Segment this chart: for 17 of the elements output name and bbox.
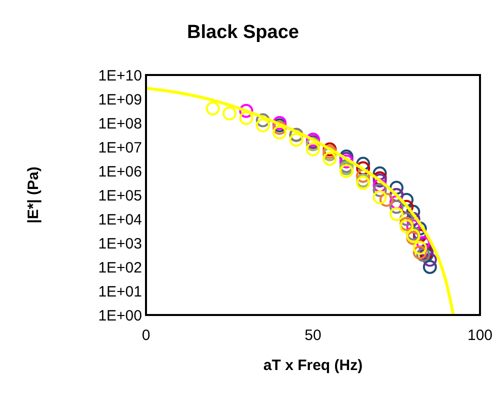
y-axis-title: |E*| (Pa) [25, 166, 42, 224]
y-tick-label: 1E+04 [98, 211, 142, 228]
y-tick-label: 1E+08 [98, 115, 142, 132]
x-tick-label: 50 [304, 327, 322, 344]
chart-title: Black Space [187, 22, 299, 43]
y-tick-label: 1E+09 [98, 91, 142, 108]
y-tick-label: 1E+05 [98, 187, 142, 204]
y-tick-label: 1E+03 [98, 235, 142, 252]
y-tick-label: 1E+00 [98, 307, 142, 324]
y-tick-label: 1E+07 [98, 139, 142, 156]
y-tick-label: 1E+01 [98, 283, 142, 300]
y-tick-label: 1E+10 [98, 67, 142, 84]
x-tick-label: 100 [467, 327, 493, 344]
y-tick-label: 1E+06 [98, 163, 142, 180]
y-tick-label: 1E+02 [98, 259, 142, 276]
x-tick-label: 0 [142, 327, 150, 344]
x-axis-title: aT x Freq (Hz) [263, 357, 363, 374]
